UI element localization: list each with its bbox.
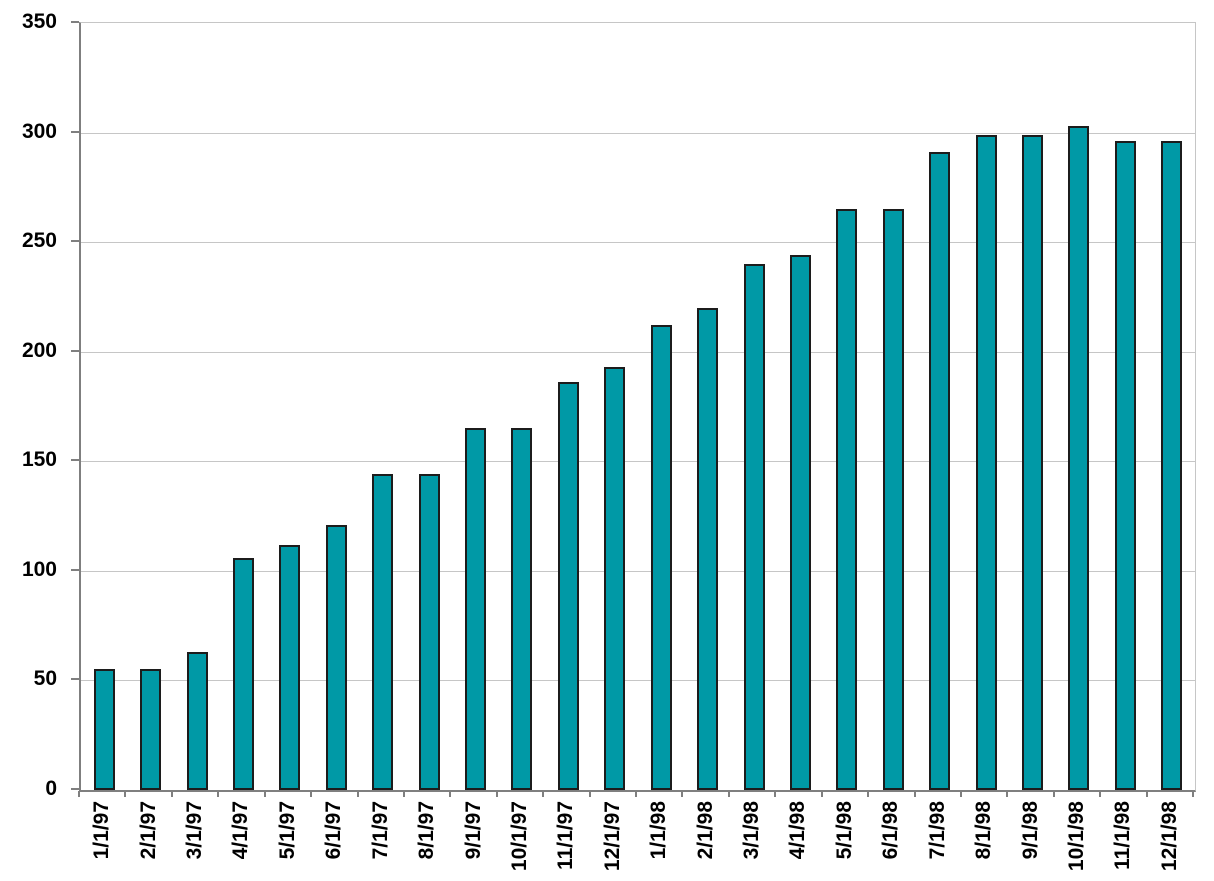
x-tick-label: 11/1/98 (1111, 801, 1135, 870)
x-axis-tick (495, 791, 498, 797)
y-tick-label: 350 (21, 10, 57, 33)
gridline (81, 680, 1195, 682)
y-axis-tick (71, 130, 79, 133)
bar-2/1/98 (697, 307, 719, 790)
x-axis-tick (449, 791, 452, 797)
x-tick-label: 8/1/97 (415, 801, 439, 860)
x-axis-tick (1052, 791, 1055, 797)
y-axis-tick (71, 240, 79, 243)
bar-7/1/98 (929, 152, 951, 790)
x-axis-tick (774, 791, 777, 797)
x-axis-tick (820, 791, 823, 797)
x-tick-label: 7/1/97 (368, 801, 392, 860)
x-axis-tick (542, 791, 545, 797)
y-tick-label: 100 (21, 557, 57, 581)
bar-1/1/97 (93, 669, 115, 790)
bar-8/1/98 (975, 134, 997, 790)
y-axis-tick (71, 349, 79, 352)
x-axis-tick (402, 791, 405, 797)
y-axis-tick (71, 678, 79, 681)
x-tick-label: 9/1/98 (1018, 801, 1042, 860)
bar-10/1/98 (1068, 126, 1090, 790)
x-axis-tick (1099, 791, 1102, 797)
x-axis-tick (217, 791, 220, 797)
bar-3/1/98 (743, 264, 765, 790)
x-tick-label: 2/1/97 (136, 801, 160, 860)
x-tick-label: 3/1/97 (183, 801, 207, 860)
x-tick-label: 10/1/97 (507, 801, 531, 872)
x-axis-tick (1006, 791, 1009, 797)
x-axis-tick (867, 791, 870, 797)
x-axis-tick (635, 791, 637, 797)
bar-10/1/97 (511, 428, 533, 790)
bar-6/1/97 (325, 524, 347, 790)
x-tick-label: 1/1/97 (90, 801, 114, 860)
x-axis-tick (1192, 791, 1194, 797)
x-tick-label: 4/1/98 (786, 801, 810, 860)
x-tick-label: 6/1/98 (879, 801, 903, 860)
y-axis-tick (71, 21, 79, 23)
x-axis-tick (310, 791, 313, 797)
bar-4/1/98 (789, 255, 811, 790)
bar-5/1/98 (836, 209, 858, 790)
bar-6/1/98 (882, 209, 904, 790)
x-axis-tick (78, 791, 80, 797)
x-axis-tick (959, 791, 962, 797)
x-tick-label: 3/1/98 (740, 801, 764, 860)
x-axis-tick (1145, 791, 1148, 797)
gridline (81, 351, 1195, 353)
x-axis-tick (356, 791, 359, 797)
x-axis-tick (170, 791, 173, 797)
bar-9/1/97 (465, 428, 487, 790)
gridline (81, 242, 1195, 244)
bar-12/1/97 (604, 367, 626, 790)
y-tick-label: 300 (21, 119, 57, 143)
gridline (81, 132, 1195, 134)
bar-4/1/97 (232, 557, 254, 790)
bar-5/1/97 (279, 544, 301, 790)
bar-9/1/98 (1022, 134, 1044, 790)
x-tick-label: 11/1/97 (554, 801, 578, 870)
x-tick-label: 4/1/97 (229, 801, 253, 860)
bar-11/1/98 (1114, 141, 1136, 790)
x-axis-tick (681, 791, 684, 797)
y-tick-label: 150 (21, 448, 57, 472)
y-axis-tick (71, 568, 79, 571)
x-axis-tick (913, 791, 916, 797)
y-tick-label: 200 (21, 338, 57, 362)
plot-area (79, 22, 1196, 792)
x-tick-label: 10/1/98 (1064, 801, 1088, 872)
y-tick-label: 250 (21, 229, 57, 253)
bar-1/1/98 (650, 325, 672, 790)
y-axis-tick (71, 788, 79, 790)
x-axis-tick (124, 791, 127, 797)
x-axis-tick (588, 791, 591, 797)
x-tick-label: 12/1/97 (600, 801, 624, 872)
gridline (81, 570, 1195, 572)
gridline (81, 461, 1195, 463)
bar-2/1/97 (140, 669, 162, 790)
bar-8/1/97 (418, 474, 440, 790)
x-tick-label: 5/1/98 (832, 801, 856, 860)
bar-11/1/97 (557, 382, 579, 790)
y-axis-tick (71, 459, 79, 462)
bar-7/1/97 (372, 474, 394, 790)
bar-3/1/97 (186, 651, 208, 790)
x-tick-label: 8/1/98 (972, 801, 996, 860)
x-tick-label: 7/1/98 (925, 801, 949, 860)
x-tick-label: 1/1/98 (647, 801, 671, 860)
x-tick-label: 12/1/98 (1157, 801, 1181, 872)
x-tick-label: 5/1/97 (275, 801, 299, 860)
y-tick-label: 50 (33, 667, 57, 691)
x-tick-label: 6/1/97 (322, 801, 346, 860)
x-axis-tick (727, 791, 730, 797)
x-tick-label: 2/1/98 (693, 801, 717, 860)
bar-12/1/98 (1161, 141, 1183, 790)
x-axis-tick (263, 791, 266, 797)
y-tick-label: 0 (45, 777, 57, 800)
x-tick-label: 9/1/97 (461, 801, 485, 860)
